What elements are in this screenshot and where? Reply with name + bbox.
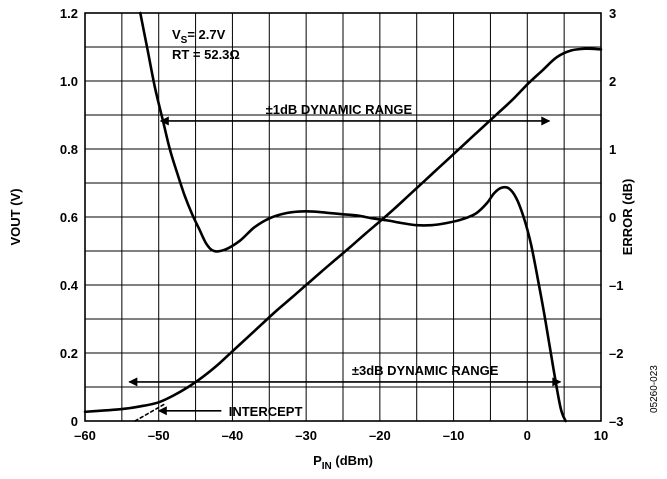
x-tick-label: –50 — [148, 428, 170, 443]
y-right-tick-label: 2 — [609, 74, 616, 89]
y-left-tick-label: 1.0 — [60, 74, 78, 89]
x-tick-label: 10 — [594, 428, 608, 443]
range-1db-label: ±1dB DYNAMIC RANGE — [266, 102, 413, 117]
axis-titles: PIN (dBm) VOUT (V) ERROR (dB) — [8, 179, 635, 472]
x-tick-label: –30 — [295, 428, 317, 443]
grid — [85, 13, 601, 421]
x-axis-title: PIN (dBm) — [313, 453, 373, 472]
range-3db-label: ±3dB DYNAMIC RANGE — [352, 363, 499, 378]
y-left-tick-label: 0.8 — [60, 142, 78, 157]
x-tick-label: –10 — [443, 428, 465, 443]
rt-resistance-label: RT = 52.3Ω — [172, 47, 240, 62]
y-right-tick-label: 1 — [609, 142, 616, 157]
y-right-axis-title: ERROR (dB) — [620, 179, 635, 256]
y-right-tick-label: –2 — [609, 346, 623, 361]
y-right-tick-label: 0 — [609, 210, 616, 225]
y-left-tick-label: 1.2 — [60, 6, 78, 21]
intercept-extrapolation-line — [134, 403, 166, 422]
y-left-tick-label: 0.4 — [60, 278, 79, 293]
x-tick-label: –60 — [74, 428, 96, 443]
y-right-tick-label: –1 — [609, 278, 623, 293]
plot-frame — [84, 12, 602, 422]
tick-labels: –60 –50 –40 –30 –20 –10 0 1000.20.40.60.81.01.2… — [60, 6, 624, 443]
figure-id: 05260-023 — [649, 365, 660, 413]
intercept-label: INTERCEPT — [229, 404, 303, 419]
x-tick-label: –20 — [369, 428, 391, 443]
x-tick-label: –40 — [222, 428, 244, 443]
error-series-line — [139, 11, 567, 423]
y-left-tick-label: 0.6 — [60, 210, 78, 225]
y-left-tick-label: 0.2 — [60, 346, 78, 361]
y-right-tick-label: –3 — [609, 414, 623, 429]
y-left-tick-label: 0 — [71, 414, 78, 429]
y-left-axis-title: VOUT (V) — [8, 188, 23, 245]
supply-voltage-label: VS= 2.7V — [172, 27, 226, 46]
x-tick-label: 0 — [524, 428, 531, 443]
y-right-tick-label: 3 — [609, 6, 616, 21]
